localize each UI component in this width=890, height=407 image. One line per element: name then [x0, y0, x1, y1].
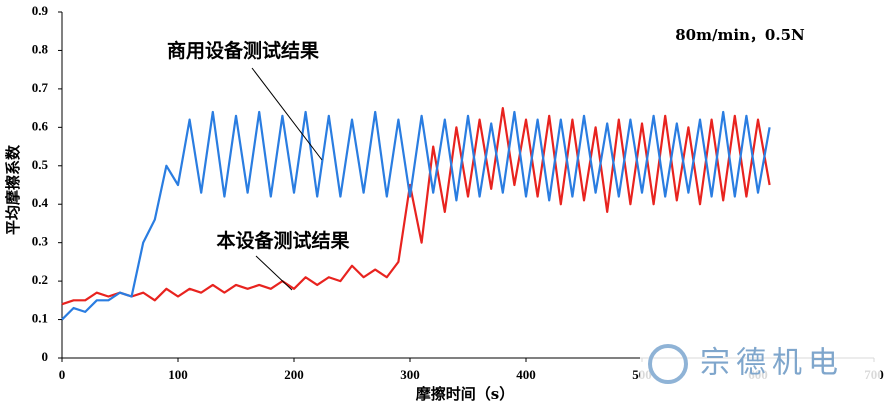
x-axis-label: 摩擦时间（s）	[416, 385, 514, 403]
x-tick-label: 200	[284, 367, 304, 382]
y-tick-label: 0.4	[32, 195, 49, 210]
y-tick-label: 0.3	[32, 234, 49, 249]
condition-label: 80m/min，0.5N	[675, 26, 805, 44]
y-axis-label: 平均摩擦系数	[4, 144, 22, 235]
annotation: 商用设备测试结果	[167, 39, 319, 62]
y-tick-label: 0.7	[32, 80, 49, 95]
annotation: 本设备测试结果	[216, 229, 349, 252]
y-tick-label: 0.6	[32, 118, 49, 133]
x-tick-label: 300	[400, 367, 420, 382]
y-tick-label: 0.8	[32, 41, 49, 56]
series-line	[61, 110, 771, 321]
y-tick-label: 0.5	[32, 157, 49, 172]
x-tick-label: 400	[516, 367, 536, 382]
y-tick-label: 0.9	[32, 3, 49, 18]
watermark-logo	[648, 344, 688, 384]
x-tick-label: 100	[168, 367, 188, 382]
y-tick-label: 0.1	[32, 311, 48, 326]
series-line	[61, 107, 771, 306]
watermark-box	[640, 333, 880, 395]
y-tick-label: 0	[42, 349, 49, 364]
pointer-line	[251, 67, 323, 161]
y-tick-label: 0.2	[32, 272, 48, 287]
x-tick-label: 0	[59, 367, 66, 382]
pointer-line	[255, 255, 293, 291]
watermark-text: 宗德机电	[700, 346, 844, 381]
